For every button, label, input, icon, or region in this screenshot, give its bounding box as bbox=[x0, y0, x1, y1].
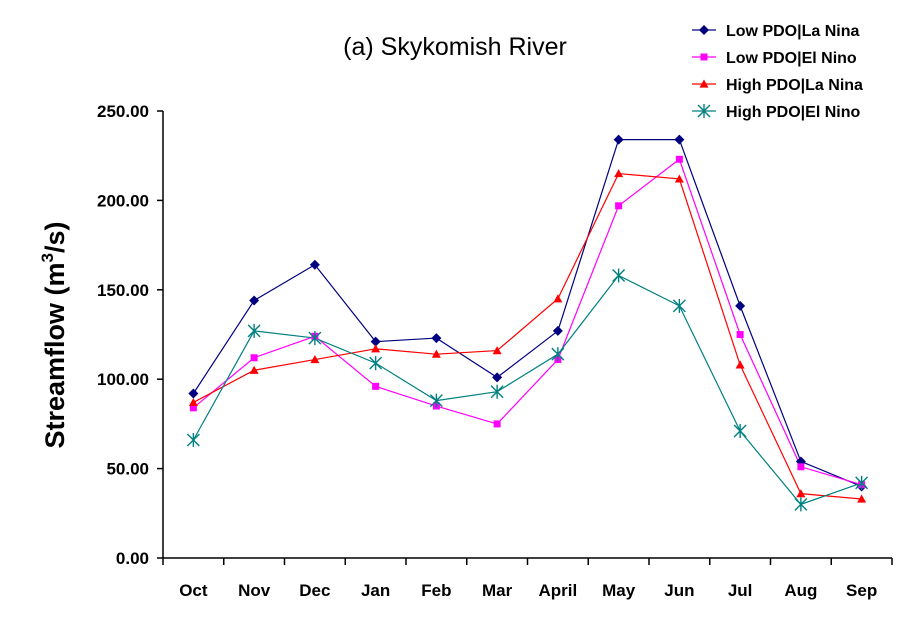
y-tick-label: 50.00 bbox=[106, 460, 149, 479]
data-point-low-pdo-la-nina bbox=[188, 388, 199, 399]
data-point-high-pdo-la-nina bbox=[371, 344, 381, 353]
y-axis-tick-labels: 0.00 50.00 100.00 150.00 200.00 250.00 bbox=[97, 102, 149, 568]
y-tick-label: 200.00 bbox=[97, 191, 149, 210]
data-point-high-pdo-el-nino bbox=[308, 331, 322, 346]
x-tick-label: Mar bbox=[482, 581, 513, 600]
data-point-high-pdo-la-nina bbox=[674, 174, 684, 183]
data-point-high-pdo-el-nino bbox=[429, 393, 443, 408]
x-tick-label: Jul bbox=[728, 581, 753, 600]
series-line-high-pdo-el-nino bbox=[192, 274, 862, 506]
data-point-low-pdo-la-nina bbox=[552, 325, 563, 336]
data-point-low-pdo-la-nina bbox=[370, 336, 381, 347]
axes bbox=[157, 110, 893, 565]
data-point-high-pdo-el-nino bbox=[855, 475, 869, 490]
legend: Low PDO|La Nina Low PDO|El Nino High PDO|L… bbox=[692, 23, 863, 121]
data-point-high-pdo-la-nina bbox=[249, 365, 259, 374]
legend-marker-low-pdo-el-nino bbox=[700, 53, 708, 61]
data-point-low-pdo-el-nino bbox=[372, 382, 380, 390]
data-point-high-pdo-el-nino bbox=[551, 347, 565, 362]
legend-label-high-pdo-la-nina: High PDO|La Nina bbox=[726, 77, 863, 94]
y-tick-label: 250.00 bbox=[97, 102, 149, 121]
data-point-high-pdo-el-nino bbox=[369, 356, 383, 371]
y-axis-label-suffix: /s) bbox=[40, 221, 70, 253]
data-point-high-pdo-el-nino bbox=[490, 384, 504, 399]
y-axis-label-prefix: Streamflow (m bbox=[40, 262, 70, 448]
data-point-low-pdo-el-nino bbox=[736, 331, 744, 338]
data-point-high-pdo-la-nina bbox=[796, 489, 806, 498]
legend-marker-low-pdo-la-nina bbox=[699, 25, 709, 35]
series-line-high-pdo-la-nina bbox=[193, 172, 862, 500]
x-tick-label: Nov bbox=[238, 581, 271, 600]
series-lines bbox=[192, 139, 862, 506]
data-point-high-pdo-la-nina bbox=[310, 355, 320, 364]
legend-label-low-pdo-el-nino: Low PDO|El Nino bbox=[726, 50, 857, 67]
data-point-low-pdo-la-nina bbox=[309, 259, 320, 270]
x-tick-label: April bbox=[539, 581, 578, 600]
data-point-high-pdo-el-nino bbox=[794, 497, 808, 512]
x-axis-tick-labels: Oct Nov Dec Jan Feb Mar April May Jun Jul Aug Sep bbox=[179, 581, 877, 600]
y-axis-label-superscript: 3 bbox=[38, 253, 57, 262]
data-point-high-pdo-el-nino bbox=[247, 323, 261, 338]
y-tick-label: 150.00 bbox=[97, 281, 149, 300]
series-markers bbox=[186, 134, 869, 512]
data-point-low-pdo-la-nina bbox=[674, 134, 685, 145]
x-tick-label: Oct bbox=[179, 581, 208, 600]
x-tick-label: Feb bbox=[421, 581, 451, 600]
data-point-high-pdo-la-nina bbox=[492, 346, 502, 355]
data-point-high-pdo-la-nina bbox=[188, 397, 198, 407]
x-tick-label: Sep bbox=[846, 581, 877, 600]
data-point-high-pdo-la-nina bbox=[735, 360, 745, 369]
data-point-low-pdo-la-nina bbox=[431, 333, 442, 344]
data-point-low-pdo-el-nino bbox=[250, 354, 258, 362]
legend-marker-high-pdo-el-nino bbox=[697, 104, 711, 118]
data-point-high-pdo-el-nino bbox=[186, 432, 200, 447]
data-point-low-pdo-el-nino bbox=[493, 420, 501, 428]
data-point-low-pdo-la-nina bbox=[492, 372, 503, 383]
y-axis-label: Streamflow (m3/s) bbox=[38, 221, 70, 448]
data-point-low-pdo-el-nino bbox=[675, 155, 683, 163]
data-point-low-pdo-el-nino bbox=[615, 202, 623, 210]
x-tick-label: Jun bbox=[664, 581, 694, 600]
data-point-high-pdo-el-nino bbox=[733, 424, 747, 439]
data-point-low-pdo-la-nina bbox=[735, 300, 746, 311]
x-tick-label: May bbox=[602, 581, 636, 600]
data-point-high-pdo-el-nino bbox=[612, 268, 626, 283]
x-tick-label: Dec bbox=[299, 581, 330, 600]
series-line-low-pdo-el-nino bbox=[192, 158, 862, 486]
data-point-low-pdo-el-nino bbox=[189, 404, 197, 412]
data-point-low-pdo-la-nina bbox=[249, 295, 260, 306]
x-tick-label: Aug bbox=[784, 581, 817, 600]
data-point-high-pdo-la-nina bbox=[553, 294, 563, 303]
series-line-low-pdo-la-nina bbox=[192, 139, 862, 488]
y-tick-label: 0.00 bbox=[116, 549, 149, 568]
data-point-high-pdo-la-nina bbox=[857, 494, 867, 503]
data-point-high-pdo-la-nina bbox=[614, 169, 624, 178]
legend-label-low-pdo-la-nina: Low PDO|La Nina bbox=[726, 23, 859, 40]
legend-label-high-pdo-el-nino: High PDO|El Nino bbox=[726, 104, 860, 121]
data-point-high-pdo-la-nina bbox=[431, 349, 441, 358]
data-point-low-pdo-la-nina bbox=[613, 134, 624, 145]
y-tick-label: 100.00 bbox=[97, 370, 149, 389]
data-point-low-pdo-el-nino bbox=[797, 463, 805, 471]
data-point-high-pdo-el-nino bbox=[672, 298, 686, 313]
legend-marker-high-pdo-la-nina bbox=[699, 79, 709, 88]
x-tick-label: Jan bbox=[361, 581, 390, 600]
chart-title: (a) Skykomish River bbox=[343, 33, 567, 61]
